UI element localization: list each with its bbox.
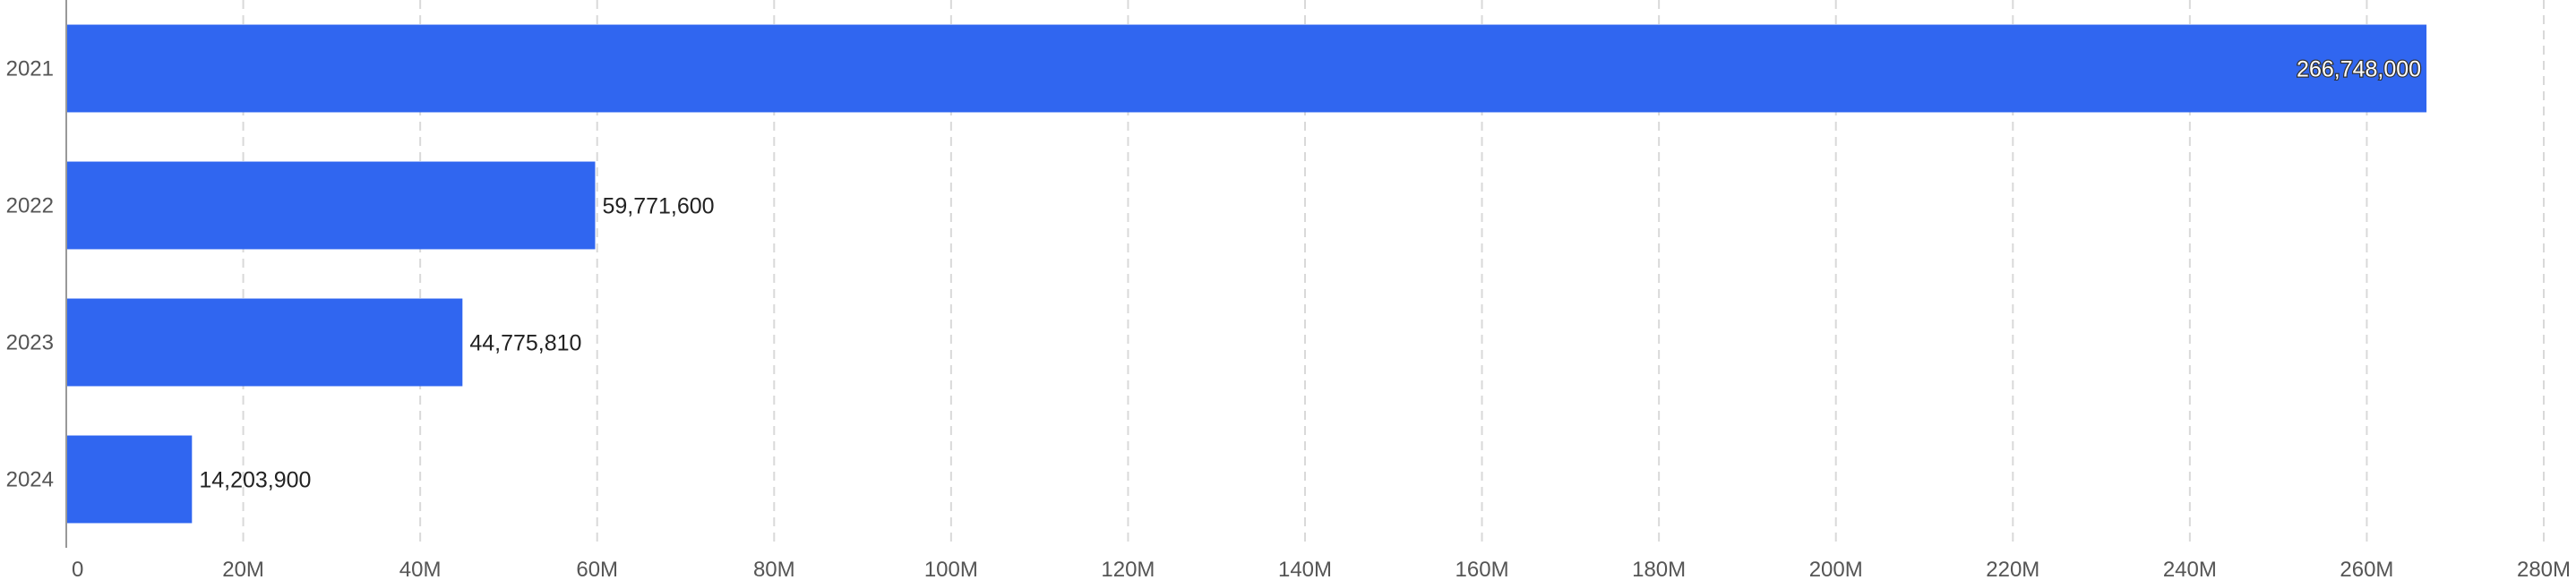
data-label: 59,771,600 (602, 194, 714, 219)
x-tick-label: 40M (399, 558, 442, 580)
bar-2024 (66, 435, 193, 524)
data-label: 266,748,000 (2297, 57, 2421, 82)
y-category-label: 2024 (6, 468, 54, 492)
bar-2021 (66, 24, 2427, 113)
x-tick-label: 260M (2340, 558, 2393, 580)
y-category-label: 2022 (6, 194, 54, 218)
y-category-label: 2021 (6, 57, 54, 81)
x-tick-label: 240M (2163, 558, 2217, 580)
x-tick-label: 120M (1101, 558, 1155, 580)
x-tick-label: 60M (576, 558, 618, 580)
x-tick-label: 0 (72, 558, 83, 580)
data-label: 44,775,810 (469, 331, 581, 356)
x-tick-label: 220M (1986, 558, 2039, 580)
x-tick-label: 180M (1632, 558, 1686, 580)
bar-2022 (66, 161, 596, 250)
x-tick-label: 80M (753, 558, 795, 580)
x-tick-label: 160M (1455, 558, 1509, 580)
bar-2023 (66, 298, 463, 387)
x-tick-label: 20M (222, 558, 264, 580)
x-tick-label: 200M (1809, 558, 1863, 580)
bars (66, 24, 2427, 524)
x-tick-label: 100M (924, 558, 978, 580)
y-category-label: 2023 (6, 331, 54, 355)
labels: 0 20M 40M 60M 80M 100M 120M 140M 160M 180M 200M 220… (6, 55, 2571, 580)
x-tick-label: 280M (2517, 558, 2571, 580)
data-label: 14,203,900 (199, 468, 311, 493)
x-tick-label: 140M (1278, 558, 1332, 580)
